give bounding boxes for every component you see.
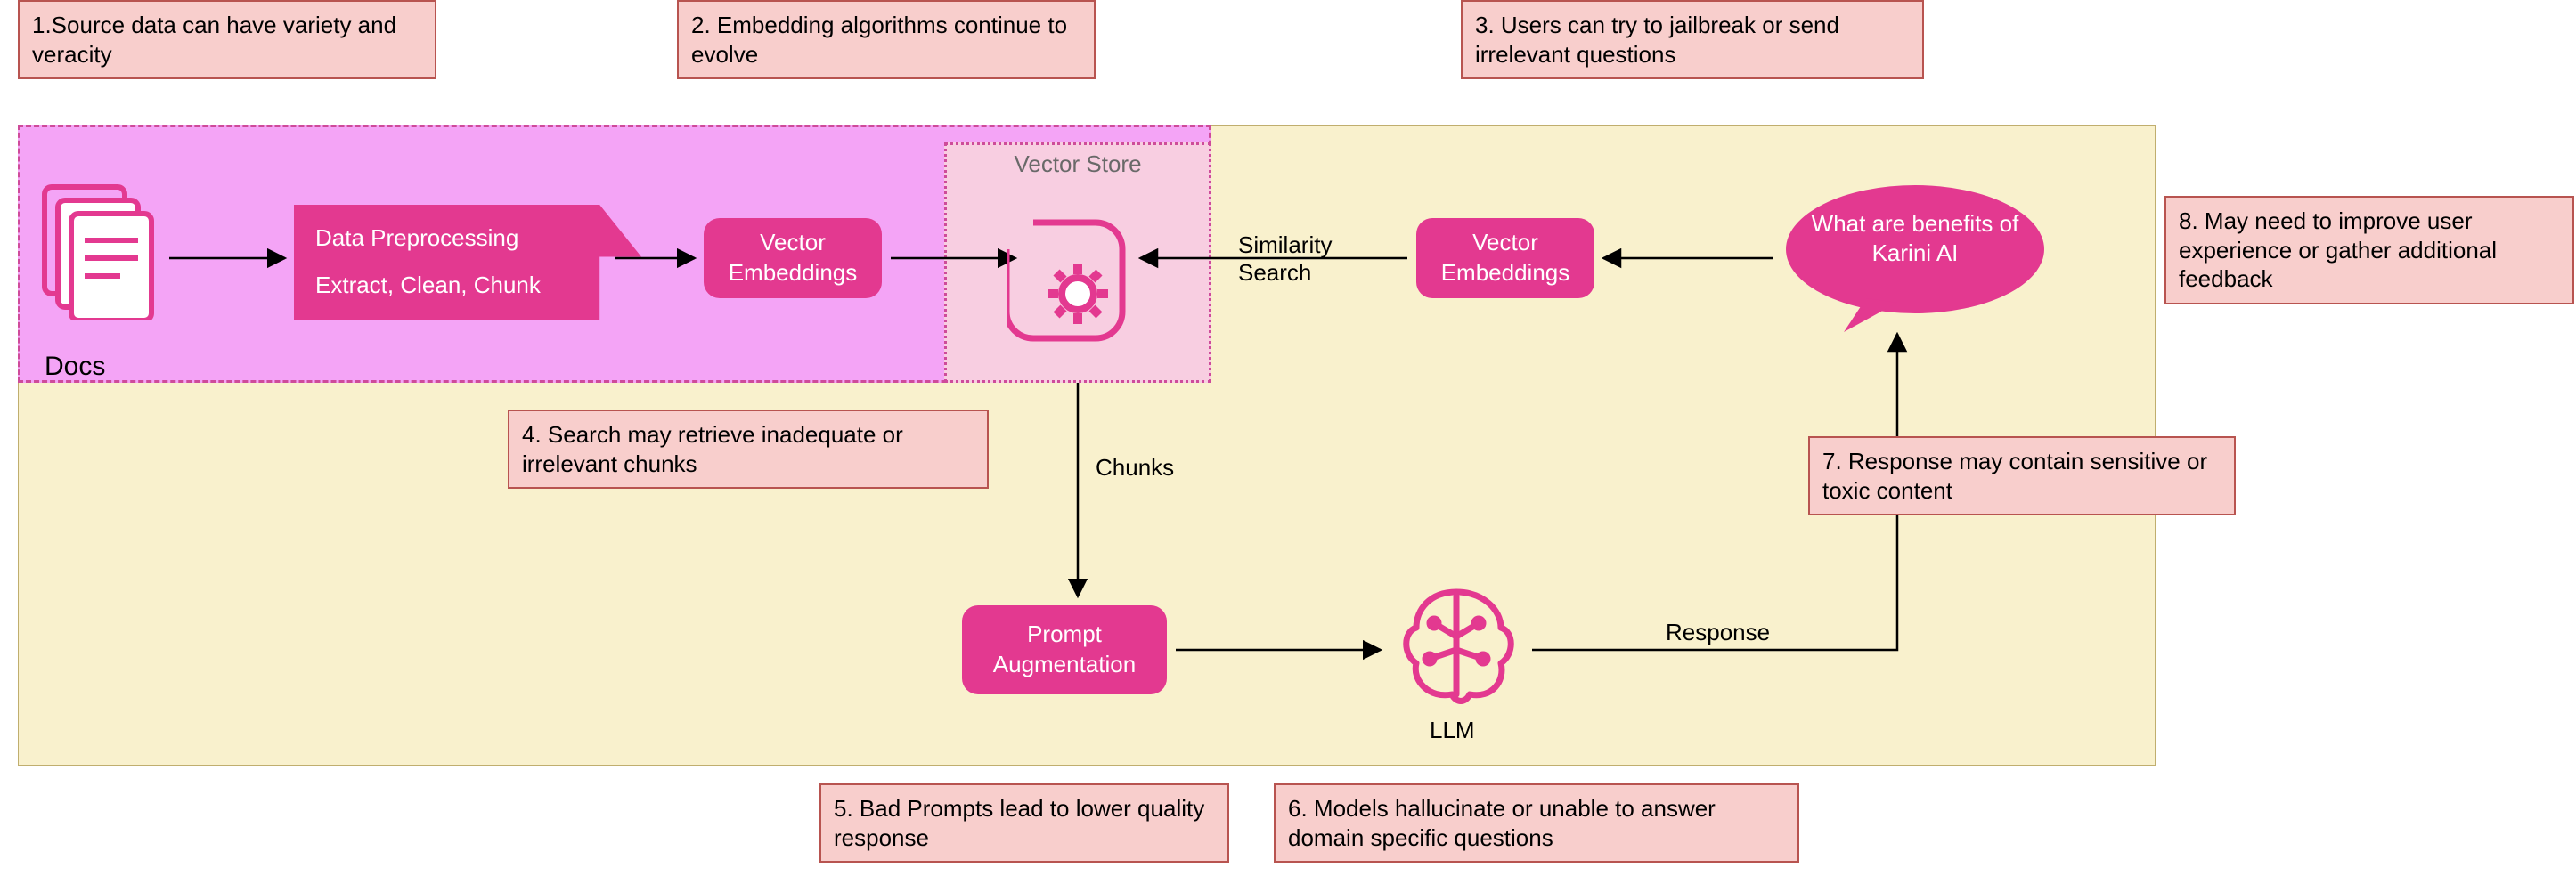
preproc-line2: Extract, Clean, Chunk — [315, 268, 620, 303]
callout-4: 4. Search may retrieve inadequate or irr… — [508, 410, 989, 489]
edge-label-similarity: Similarity Search — [1238, 231, 1381, 287]
diagram-canvas: Vector Store Similarity Search Chunks Re… — [0, 0, 2576, 876]
docs-label: Docs — [45, 352, 105, 382]
speech-bubble: What are benefits of Karini AI — [1781, 182, 2049, 334]
callout-6: 6. Models hallucinate or unable to answe… — [1274, 783, 1799, 863]
speech-text: What are benefits of Karini AI — [1812, 210, 2019, 266]
brain-icon — [1390, 579, 1523, 712]
edge-label-chunks: Chunks — [1096, 454, 1174, 482]
callout-2: 2. Embedding algorithms continue to evol… — [677, 0, 1096, 79]
callout-8: 8. May need to improve user experience o… — [2164, 196, 2574, 304]
node-vector-embeddings-left: Vector Embeddings — [704, 218, 882, 298]
node-vector-embeddings-right: Vector Embeddings — [1416, 218, 1594, 298]
callout-5: 5. Bad Prompts lead to lower quality res… — [819, 783, 1229, 863]
callout-3: 3. Users can try to jailbreak or send ir… — [1461, 0, 1924, 79]
edge-label-response: Response — [1666, 619, 1770, 646]
gear-icon — [1007, 196, 1149, 365]
callout-7: 7. Response may contain sensitive or tox… — [1808, 436, 2236, 515]
node-prompt-augmentation: Prompt Augmentation — [962, 605, 1167, 694]
preproc-line1: Data Preprocessing — [315, 221, 620, 256]
docs-icon — [36, 178, 160, 320]
callout-1: 1.Source data can have variety and verac… — [18, 0, 436, 79]
llm-label: LLM — [1430, 717, 1475, 744]
node-preprocessing: Data Preprocessing Extract, Clean, Chunk — [294, 205, 641, 320]
